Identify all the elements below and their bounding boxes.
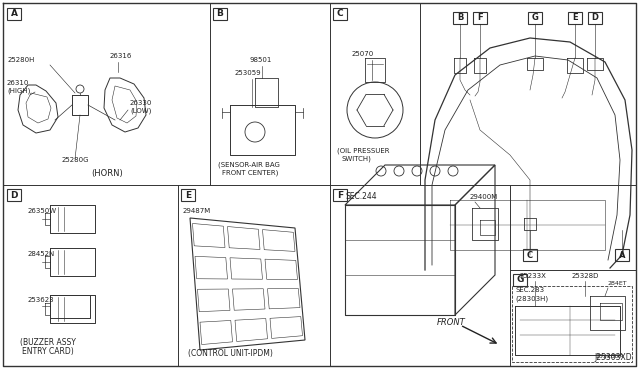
Bar (333, 8, 347, 20)
Text: 98501: 98501 (250, 57, 273, 63)
Text: F: F (477, 13, 483, 22)
Text: (HIGH): (HIGH) (7, 87, 30, 93)
Text: 284ET: 284ET (608, 281, 628, 286)
Text: (28303H): (28303H) (515, 295, 548, 301)
Text: (HORN): (HORN) (91, 169, 123, 178)
Text: A: A (619, 250, 625, 260)
Text: 253059: 253059 (235, 70, 262, 76)
Text: SWITCH): SWITCH) (342, 155, 372, 161)
Text: J25303XD: J25303XD (595, 353, 632, 362)
Text: 26310: 26310 (7, 80, 29, 86)
Text: (BUZZER ASSY: (BUZZER ASSY (20, 338, 76, 347)
Bar (568, 12, 582, 24)
Text: E: E (572, 13, 578, 22)
Bar (588, 12, 602, 24)
Text: SEC.283: SEC.283 (515, 287, 544, 293)
Bar (528, 12, 542, 24)
Text: 26350W: 26350W (28, 208, 57, 214)
Bar (513, 274, 527, 286)
Text: D: D (10, 190, 18, 199)
Bar (512, 286, 632, 362)
Text: 26330: 26330 (130, 100, 152, 106)
Text: F: F (337, 190, 343, 199)
Text: B: B (216, 10, 223, 19)
Text: 28452N: 28452N (28, 251, 55, 257)
Text: G: G (532, 13, 538, 22)
Bar (333, 189, 347, 201)
Text: A: A (10, 10, 17, 19)
Bar (615, 249, 629, 261)
Text: 253623: 253623 (28, 297, 54, 303)
Text: C: C (337, 10, 343, 19)
Text: (SENSOR-AIR BAG: (SENSOR-AIR BAG (218, 162, 280, 169)
Text: FRONT CENTER): FRONT CENTER) (222, 170, 278, 176)
Bar (473, 12, 487, 24)
Bar (213, 8, 227, 20)
Text: FRONT: FRONT (437, 318, 466, 327)
Text: (LOW): (LOW) (130, 107, 152, 113)
Text: D: D (591, 13, 598, 22)
Text: 25280H: 25280H (8, 57, 35, 63)
Text: ENTRY CARD): ENTRY CARD) (22, 347, 74, 356)
Text: (CONTROL UNIT-IPDM): (CONTROL UNIT-IPDM) (188, 349, 273, 358)
Text: (OIL PRESSUER: (OIL PRESSUER (337, 147, 390, 154)
Bar (523, 249, 537, 261)
Text: 25233X: 25233X (520, 273, 547, 279)
Bar (7, 8, 21, 20)
Text: SEC.244: SEC.244 (345, 192, 376, 201)
Text: 25328DA: 25328DA (595, 354, 624, 359)
Bar (181, 189, 195, 201)
Text: C: C (527, 250, 533, 260)
Text: 26316: 26316 (110, 53, 132, 59)
Bar (7, 189, 21, 201)
Text: 25070: 25070 (352, 51, 374, 57)
Text: G: G (516, 276, 524, 285)
Bar (453, 12, 467, 24)
Text: 25328D: 25328D (572, 273, 600, 279)
Text: 29400M: 29400M (470, 194, 499, 200)
Text: 25280G: 25280G (62, 157, 90, 163)
Text: 29487M: 29487M (183, 208, 211, 214)
Text: B: B (457, 13, 463, 22)
Text: E: E (185, 190, 191, 199)
